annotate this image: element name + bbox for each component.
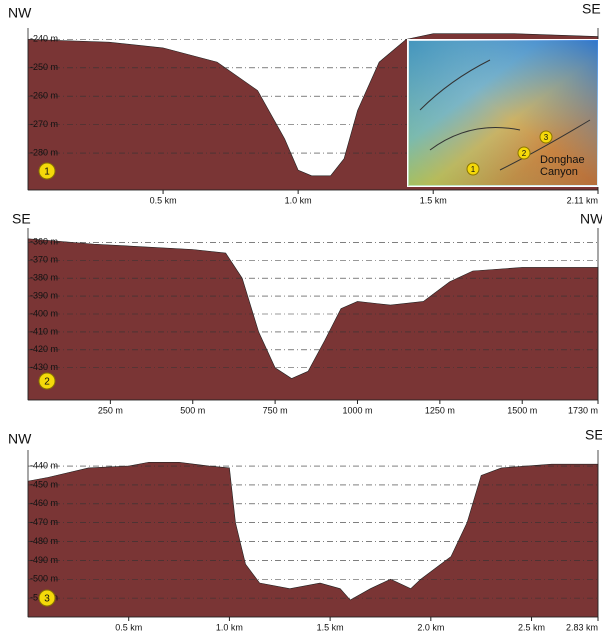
y-tick-label: -410 m (30, 326, 58, 336)
x-tick-label: 1.0 km (216, 622, 243, 632)
inset-marker (517, 146, 531, 160)
inset-marker-number: 3 (544, 133, 549, 142)
inset-marker (466, 162, 480, 176)
direction-label: NW (8, 5, 32, 21)
direction-label: SE (582, 1, 601, 17)
x-tick-label: 2.11 km (567, 195, 598, 205)
x-tick-label: 0.5 km (150, 195, 177, 205)
y-tick-label: -430 m (30, 362, 58, 372)
x-tick-label: 750 m (263, 405, 288, 415)
profile-badge (38, 372, 56, 390)
x-tick-label: 0.5 km (115, 622, 142, 632)
inset-overlay (408, 40, 598, 186)
direction-label: NW (8, 431, 32, 447)
x-tick-label: 1000 m (342, 405, 372, 415)
badge-number: 1 (44, 167, 50, 178)
inset-marker (539, 130, 553, 144)
x-tick-label: 1.5 km (317, 622, 344, 632)
y-tick-label: -370 m (30, 255, 58, 265)
y-tick-label: -260 m (30, 91, 58, 101)
y-tick-label: -450 m (30, 479, 58, 489)
inset-label: Canyon (540, 166, 578, 178)
direction-label: SE (12, 211, 31, 227)
y-tick-label: -250 m (30, 62, 58, 72)
direction-label: SE (585, 427, 602, 443)
y-tick-label: -400 m (30, 308, 58, 318)
inset-marker-number: 1 (471, 165, 476, 174)
inset-label: Donghae (540, 154, 585, 166)
y-tick-label: -420 m (30, 344, 58, 354)
y-tick-label: -360 m (30, 237, 58, 247)
y-tick-label: -470 m (30, 517, 58, 527)
y-tick-label: -270 m (30, 119, 58, 129)
profile-area (27, 461, 599, 618)
profile-badge (38, 589, 56, 607)
y-tick-label: -500 m (30, 574, 58, 584)
y-tick-label: -490 m (30, 555, 58, 565)
x-tick-label: 2.0 km (417, 622, 444, 632)
x-tick-label: 1.5 km (420, 195, 447, 205)
inset-marker-number: 2 (522, 149, 527, 158)
y-tick-label: -440 m (30, 460, 58, 470)
profile-area (27, 238, 599, 401)
y-tick-label: -240 m (30, 34, 58, 44)
x-tick-label: 1.0 km (285, 195, 312, 205)
direction-label: NW (580, 211, 602, 227)
profile-badge (38, 162, 56, 180)
y-tick-label: -390 m (30, 290, 58, 300)
x-tick-label: 1250 m (425, 405, 455, 415)
x-tick-label: 250 m (98, 405, 123, 415)
y-tick-label: -480 m (30, 536, 58, 546)
x-tick-label: 1500 m (507, 405, 537, 415)
y-tick-label: -460 m (30, 498, 58, 508)
badge-number: 2 (44, 377, 50, 388)
x-tick-label: 500 m (180, 405, 205, 415)
badge-number: 3 (44, 594, 50, 605)
x-tick-label: 2.83 km (566, 622, 598, 632)
x-tick-label: 2.5 km (518, 622, 545, 632)
y-tick-label: -280 m (30, 147, 58, 157)
y-tick-label: -380 m (30, 273, 58, 283)
x-tick-label: 1730 m (568, 405, 598, 415)
canyon-line (419, 59, 591, 171)
